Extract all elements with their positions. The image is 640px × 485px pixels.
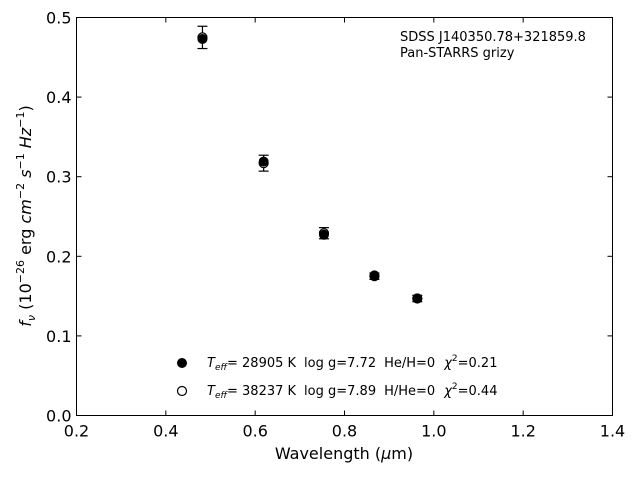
annotation-line-1: SDSS J140350.78+321859.8 — [400, 30, 586, 45]
x-tick-label: 1.0 — [421, 422, 446, 441]
axis-ticks — [76, 17, 613, 416]
data-markers — [197, 32, 423, 304]
x-tick-label: 0.4 — [153, 422, 178, 441]
filled-circle-point — [412, 293, 423, 304]
plot-area — [76, 17, 613, 416]
legend-marker-filled — [177, 358, 187, 368]
annotation-line-2: Pan-STARRS grizy — [400, 46, 515, 61]
x-tick-label: 1.2 — [510, 422, 535, 441]
x-tick-labels: 0.2 0.4 0.6 0.8 1.0 1.2 1.4 — [64, 422, 625, 441]
y-tick-label: 0.2 — [46, 247, 71, 266]
x-tick-label: 0.2 — [64, 422, 89, 441]
x-tick-label: 0.6 — [242, 422, 267, 441]
filled-circle-point — [318, 229, 329, 240]
y-tick-label: 0.4 — [46, 88, 71, 107]
y-tick-label: 0.5 — [46, 9, 71, 28]
x-axis-label: Wavelength (μm) — [275, 444, 413, 463]
y-axis-label: fν (10−26 erg cm−2 s−1 Hz−1) — [14, 105, 38, 326]
legend-marker-open — [176, 385, 188, 397]
y-tick-label: 0.1 — [46, 327, 71, 346]
x-tick-label: 0.8 — [332, 422, 357, 441]
y-tick-label: 0.0 — [46, 407, 71, 426]
filled-circle-point — [369, 270, 380, 281]
x-tick-label: 1.4 — [600, 422, 625, 441]
y-tick-label: 0.3 — [46, 168, 71, 187]
filled-circle-point — [197, 33, 208, 44]
filled-circle-point — [258, 156, 269, 167]
y-tick-labels: 0.0 0.1 0.2 0.3 0.4 0.5 — [46, 9, 71, 426]
